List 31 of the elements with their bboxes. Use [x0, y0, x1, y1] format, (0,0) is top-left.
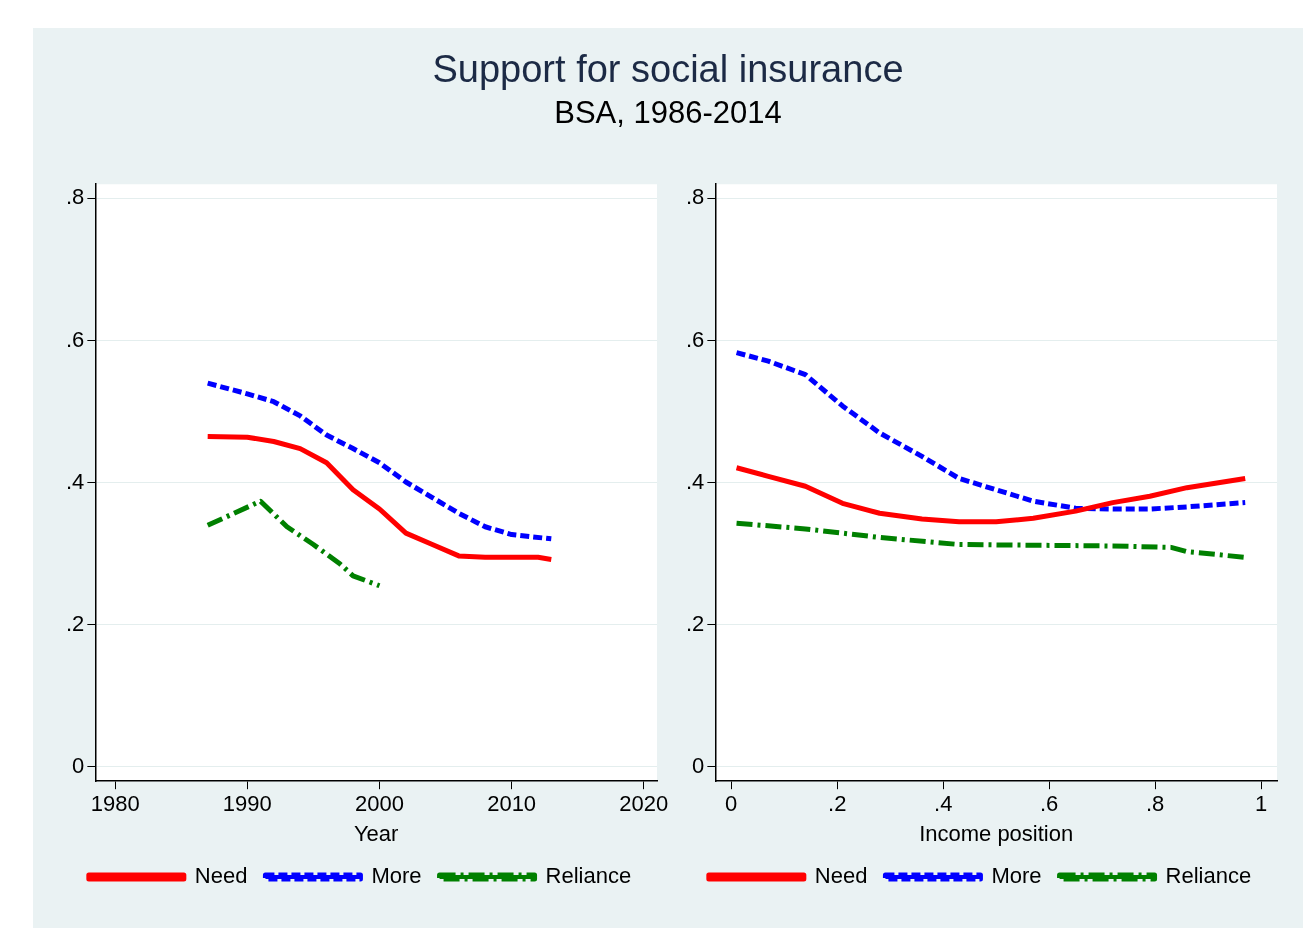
y-tick-label: .6 — [685, 326, 705, 352]
y-tick-label: .4 — [685, 468, 705, 494]
x-tick-label: .4 — [934, 791, 953, 817]
x-tick-label: 2020 — [619, 791, 669, 817]
x-axis-title: Year — [353, 820, 399, 846]
legend-label: Reliance — [545, 863, 632, 889]
legend-label: More — [371, 863, 422, 889]
y-tick-label: 0 — [692, 753, 705, 779]
x-tick-label: .2 — [828, 791, 847, 817]
legend-label: Need — [194, 863, 248, 889]
legend-label: Need — [814, 863, 868, 889]
legend-label: Reliance — [1165, 863, 1252, 889]
x-tick-label: 2010 — [487, 791, 537, 817]
y-tick-label: 0 — [72, 753, 85, 779]
y-tick-label: .6 — [65, 326, 85, 352]
x-tick-label: .6 — [1039, 791, 1059, 817]
x-axis-title: Income position — [919, 820, 1074, 846]
y-tick-label: .2 — [685, 610, 705, 636]
chart-subtitle: BSA, 1986-2014 — [553, 95, 783, 131]
chart-title: Support for social insurance — [431, 48, 905, 91]
x-tick-label: 1980 — [90, 791, 140, 817]
y-tick-label: .2 — [65, 610, 85, 636]
y-tick-label: .8 — [65, 184, 85, 210]
legend-label: More — [991, 863, 1042, 889]
x-tick-label: 1990 — [222, 791, 272, 817]
y-tick-label: .8 — [685, 184, 705, 210]
x-tick-label: .8 — [1145, 791, 1165, 817]
x-tick-label: 1 — [1254, 791, 1268, 817]
x-tick-label: 2000 — [355, 791, 404, 817]
x-tick-label: 0 — [725, 791, 738, 817]
y-tick-label: .4 — [65, 468, 85, 494]
